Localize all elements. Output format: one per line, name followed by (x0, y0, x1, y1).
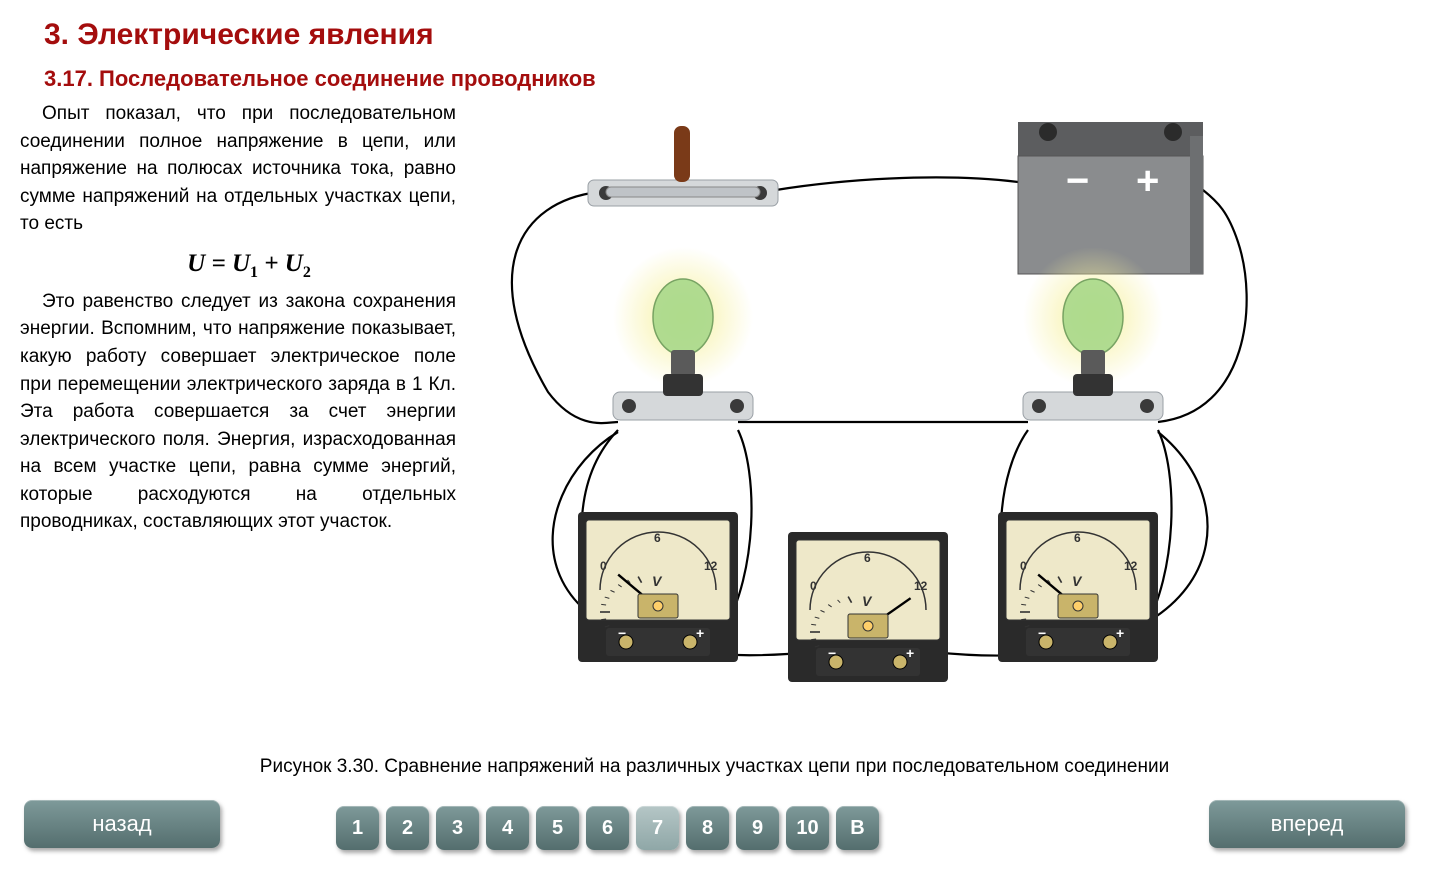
page-button-10[interactable]: 10 (786, 806, 829, 850)
svg-text:−: − (1038, 625, 1046, 641)
svg-text:−: − (618, 625, 626, 641)
page-button-6[interactable]: 6 (586, 806, 629, 850)
svg-text:0: 0 (1020, 559, 1027, 573)
page-button-7[interactable]: 7 (636, 806, 679, 850)
back-button[interactable]: назад (24, 800, 220, 848)
paragraph-1: Опыт показал, что при последовательном с… (20, 100, 456, 238)
svg-text:+: + (1136, 159, 1159, 203)
svg-text:12: 12 (914, 579, 928, 593)
page-button-2[interactable]: 2 (386, 806, 429, 850)
svg-text:+: + (696, 625, 704, 641)
page-button-9[interactable]: 9 (736, 806, 779, 850)
page-button-В[interactable]: В (836, 806, 879, 850)
svg-text:6: 6 (864, 551, 871, 565)
svg-text:+: + (1116, 625, 1124, 641)
formula: U = U1 + U2 (20, 246, 456, 284)
figure-caption: Рисунок 3.30. Сравнение напряжений на ра… (0, 756, 1429, 778)
circuit-diagram: −+0612V−+0612V−+0612V−+ (458, 72, 1278, 682)
page-button-1[interactable]: 1 (336, 806, 379, 850)
svg-text:6: 6 (654, 531, 661, 545)
svg-text:12: 12 (1124, 559, 1138, 573)
page-buttons: 12345678910В (336, 806, 886, 850)
page-button-8[interactable]: 8 (686, 806, 729, 850)
page-button-3[interactable]: 3 (436, 806, 479, 850)
svg-text:0: 0 (600, 559, 607, 573)
paragraph-2: Это равенство следует из закона сохранен… (20, 288, 456, 536)
svg-text:12: 12 (704, 559, 718, 573)
svg-text:−: − (1066, 159, 1089, 203)
svg-text:0: 0 (810, 579, 817, 593)
svg-text:6: 6 (1074, 531, 1081, 545)
page-button-5[interactable]: 5 (536, 806, 579, 850)
page-button-4[interactable]: 4 (486, 806, 529, 850)
nav-bar: назад 12345678910В вперед (0, 798, 1429, 850)
svg-text:+: + (906, 645, 914, 661)
chapter-title: 3. Электрические явления (0, 0, 1429, 52)
svg-text:−: − (828, 645, 836, 661)
body-text: Опыт показал, что при последовательном с… (20, 100, 456, 540)
forward-button[interactable]: вперед (1209, 800, 1405, 848)
